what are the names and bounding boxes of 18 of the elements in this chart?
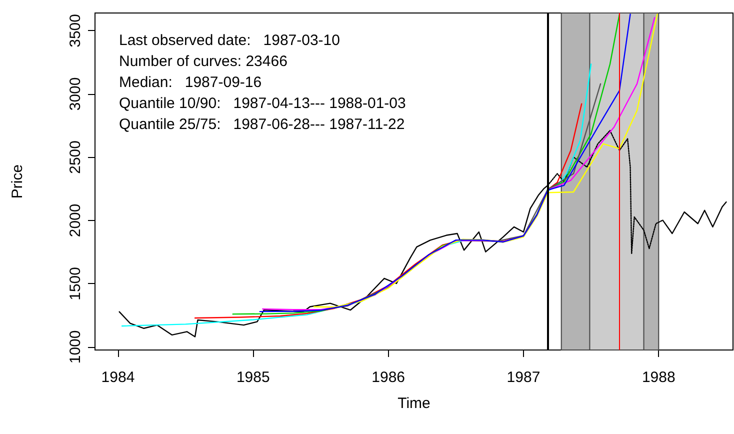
- x-tick-label: 1988: [642, 369, 676, 386]
- annotation: Median: 1987-09-16: [119, 74, 262, 91]
- y-tick-label: 1000: [67, 330, 84, 364]
- annotation: Last observed date: 1987-03-10: [119, 32, 340, 49]
- y-tick-label: 2000: [67, 204, 84, 238]
- y-tick-label: 3000: [67, 77, 84, 111]
- x-tick-label: 1985: [236, 369, 270, 386]
- x-tick-label: 1987: [506, 369, 540, 386]
- annotation: Number of curves: 23466: [119, 53, 288, 70]
- x-tick-label: 1984: [101, 369, 135, 386]
- y-tick-label: 3500: [67, 14, 84, 48]
- x-tick-label: 1986: [372, 369, 406, 386]
- annotation: Quantile 10/90: 1987-04-13--- 1988-01-03: [119, 95, 406, 112]
- annotation: Quantile 25/75: 1987-06-28--- 1987-11-22: [119, 116, 405, 133]
- y-tick-label: 2500: [67, 140, 84, 174]
- y-tick-label: 1500: [67, 267, 84, 300]
- y-axis-title: Price: [9, 164, 26, 199]
- x-axis-title: Time: [398, 395, 430, 412]
